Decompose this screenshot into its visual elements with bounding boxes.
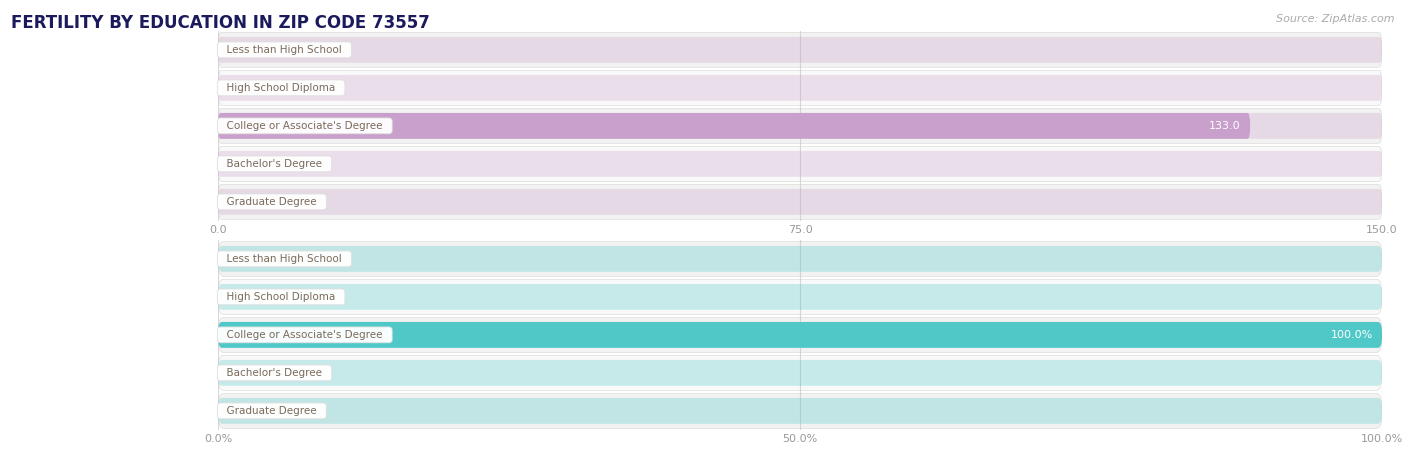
Text: 100.0%: 100.0% bbox=[1330, 330, 1372, 340]
FancyBboxPatch shape bbox=[218, 398, 1382, 424]
FancyBboxPatch shape bbox=[218, 360, 1382, 386]
Text: High School Diploma: High School Diploma bbox=[221, 292, 342, 302]
Text: 0.0%: 0.0% bbox=[232, 292, 260, 302]
FancyBboxPatch shape bbox=[218, 284, 1382, 310]
Text: 0.0: 0.0 bbox=[232, 83, 249, 93]
Text: Graduate Degree: Graduate Degree bbox=[221, 197, 323, 207]
FancyBboxPatch shape bbox=[218, 113, 1382, 139]
FancyBboxPatch shape bbox=[218, 37, 1382, 63]
FancyBboxPatch shape bbox=[218, 317, 1382, 352]
FancyBboxPatch shape bbox=[218, 355, 1382, 390]
Text: College or Associate's Degree: College or Associate's Degree bbox=[221, 330, 389, 340]
Text: Bachelor's Degree: Bachelor's Degree bbox=[221, 368, 329, 378]
FancyBboxPatch shape bbox=[218, 32, 1382, 67]
FancyBboxPatch shape bbox=[218, 146, 1382, 181]
FancyBboxPatch shape bbox=[218, 241, 1382, 276]
Text: 133.0: 133.0 bbox=[1209, 121, 1241, 131]
Text: Source: ZipAtlas.com: Source: ZipAtlas.com bbox=[1277, 14, 1395, 24]
Text: Graduate Degree: Graduate Degree bbox=[221, 406, 323, 416]
Text: Less than High School: Less than High School bbox=[221, 45, 349, 55]
Text: FERTILITY BY EDUCATION IN ZIP CODE 73557: FERTILITY BY EDUCATION IN ZIP CODE 73557 bbox=[11, 14, 430, 32]
FancyBboxPatch shape bbox=[218, 246, 1382, 272]
FancyBboxPatch shape bbox=[218, 70, 1382, 105]
Text: 0.0: 0.0 bbox=[232, 159, 249, 169]
FancyBboxPatch shape bbox=[218, 322, 1382, 348]
FancyBboxPatch shape bbox=[218, 113, 1250, 139]
Text: 0.0: 0.0 bbox=[232, 197, 249, 207]
Text: 0.0%: 0.0% bbox=[232, 406, 260, 416]
FancyBboxPatch shape bbox=[218, 322, 1382, 348]
FancyBboxPatch shape bbox=[218, 151, 1382, 177]
FancyBboxPatch shape bbox=[218, 184, 1382, 219]
Text: Less than High School: Less than High School bbox=[221, 254, 349, 264]
FancyBboxPatch shape bbox=[218, 189, 1382, 215]
FancyBboxPatch shape bbox=[218, 108, 1382, 143]
Text: High School Diploma: High School Diploma bbox=[221, 83, 342, 93]
FancyBboxPatch shape bbox=[218, 279, 1382, 314]
Text: 0.0%: 0.0% bbox=[232, 368, 260, 378]
Text: College or Associate's Degree: College or Associate's Degree bbox=[221, 121, 389, 131]
Text: Bachelor's Degree: Bachelor's Degree bbox=[221, 159, 329, 169]
FancyBboxPatch shape bbox=[218, 75, 1382, 101]
Text: 0.0: 0.0 bbox=[232, 45, 249, 55]
Text: 0.0%: 0.0% bbox=[232, 254, 260, 264]
FancyBboxPatch shape bbox=[218, 393, 1382, 428]
